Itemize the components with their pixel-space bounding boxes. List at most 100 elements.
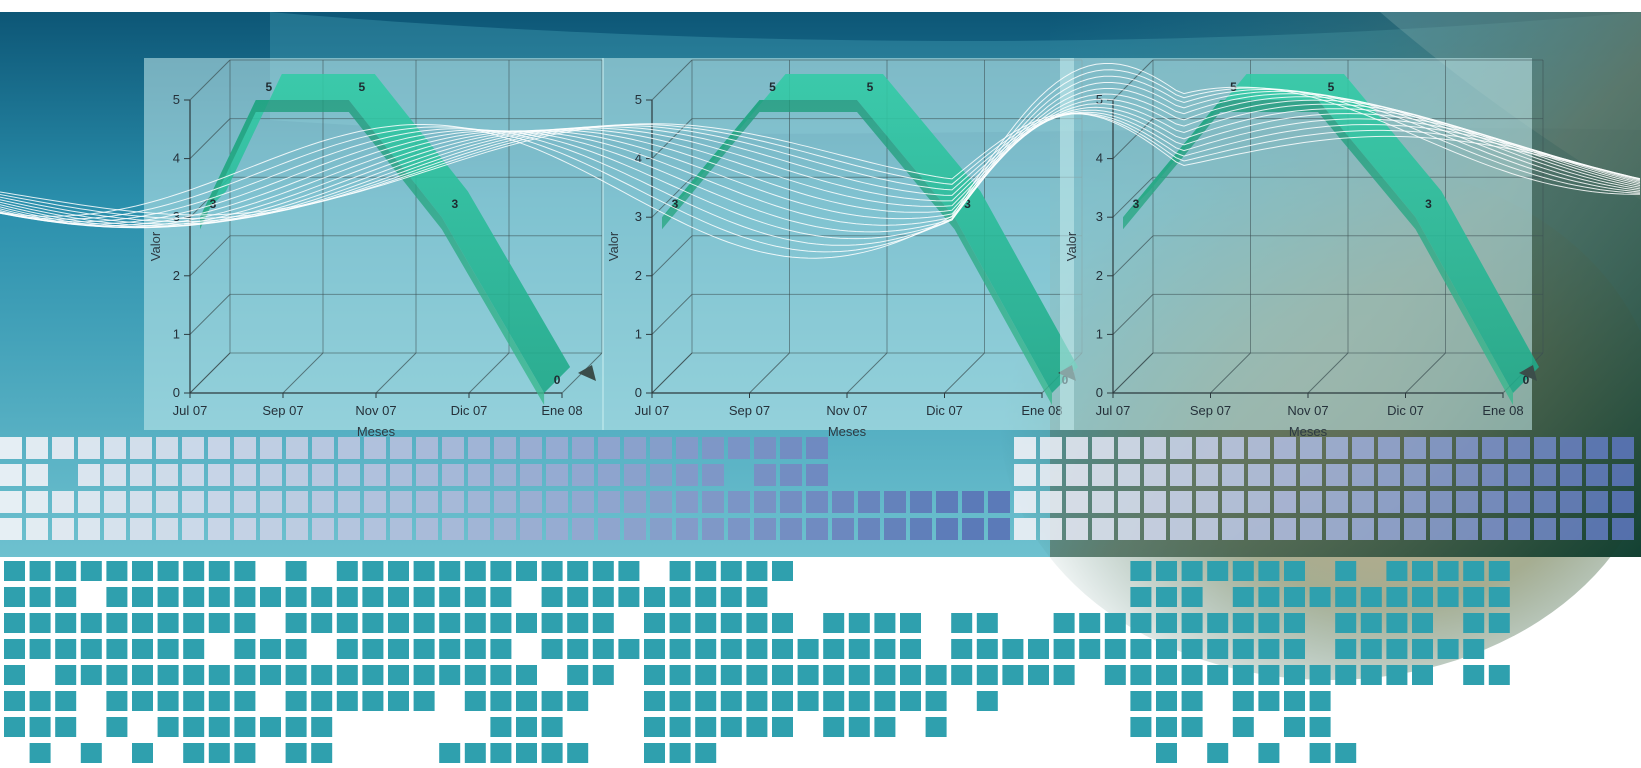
teal-tile — [1284, 587, 1305, 607]
grid-diagonal — [189, 118, 231, 159]
mosaic-tile — [286, 518, 308, 540]
mosaic-tile — [1612, 491, 1634, 513]
mosaic-tile — [1196, 464, 1218, 486]
teal-tile — [695, 639, 717, 659]
y-tick-label: 1 — [1096, 326, 1103, 341]
teal-tile — [1130, 613, 1152, 633]
mosaic-tile — [1222, 437, 1244, 459]
teal-tile — [80, 665, 102, 685]
floor-line — [1210, 352, 1251, 394]
mosaic-tile — [806, 437, 828, 459]
mosaic-tile — [416, 491, 438, 513]
data-label: 5 — [358, 80, 365, 94]
teal-tile — [1181, 665, 1203, 685]
mosaic-tile — [702, 437, 724, 459]
mosaic-tile — [676, 437, 698, 459]
mosaic-tile — [1170, 437, 1192, 459]
teal-tile — [362, 665, 384, 685]
mosaic-tile — [1586, 437, 1608, 459]
mosaic-tile — [1508, 464, 1530, 486]
teal-tile — [1360, 587, 1382, 607]
teal-tile — [1258, 561, 1280, 581]
teal-tile — [567, 613, 589, 633]
mosaic-tile — [1482, 518, 1504, 540]
teal-tile — [490, 587, 512, 607]
mosaic-tile — [52, 518, 74, 540]
teal-tile — [4, 717, 25, 737]
teal-tile — [157, 561, 179, 581]
teal-tile — [1104, 613, 1126, 633]
teal-tile — [208, 613, 230, 633]
teal-tile — [157, 717, 179, 737]
mosaic-tile — [78, 464, 100, 486]
teal-tile — [541, 717, 563, 737]
teal-tile — [1207, 743, 1229, 763]
teal-tile — [695, 665, 717, 685]
mosaic-tile — [650, 464, 672, 486]
y-tick-label: 2 — [173, 268, 180, 283]
teal-tile — [4, 613, 25, 633]
mosaic-tile — [52, 491, 74, 513]
teal-tile — [1258, 639, 1280, 659]
mosaic-tile — [234, 518, 256, 540]
wave-line — [0, 82, 1641, 240]
teal-tile — [388, 613, 409, 633]
teal-tile — [669, 743, 691, 763]
teal-tile — [1360, 639, 1382, 659]
mosaic-tile — [1014, 491, 1036, 513]
mosaic-tile — [1118, 518, 1140, 540]
teal-tile — [746, 587, 768, 607]
mosaic-tile — [1300, 491, 1322, 513]
teal-tile — [464, 587, 486, 607]
teal-tile — [183, 561, 205, 581]
teal-tile — [1284, 691, 1305, 711]
teal-tile — [669, 691, 691, 711]
teal-tile — [234, 561, 256, 581]
mosaic-tile — [182, 518, 204, 540]
teal-tile — [490, 639, 512, 659]
mosaic-tile — [1274, 491, 1296, 513]
x-axis-title: Meses — [1289, 424, 1328, 439]
x-tick-label: Jul 07 — [635, 403, 670, 418]
teal-tile — [29, 561, 51, 581]
mosaic-tile — [1040, 464, 1062, 486]
y-axis-title: Valor — [148, 231, 163, 261]
grid-diagonal — [189, 59, 231, 101]
mosaic-tile — [780, 518, 802, 540]
teal-tile — [976, 665, 998, 685]
teal-tile — [336, 587, 358, 607]
teal-tile — [336, 665, 358, 685]
teal-tile — [208, 743, 230, 763]
data-label: 0 — [1523, 373, 1530, 387]
teal-tile — [567, 561, 589, 581]
teal-tile — [1130, 665, 1152, 685]
teal-tile — [695, 613, 717, 633]
teal-tile — [208, 717, 230, 737]
teal-tile — [439, 639, 461, 659]
teal-tile — [183, 665, 205, 685]
mosaic-tile — [286, 491, 308, 513]
teal-tile — [1309, 665, 1331, 685]
mosaic-tile — [702, 518, 724, 540]
teal-tile — [1309, 743, 1331, 763]
wave-line — [0, 111, 1641, 225]
x-axis-title: Meses — [828, 424, 867, 439]
teal-tile — [311, 613, 333, 633]
teal-tile — [874, 717, 896, 737]
mosaic-tile — [520, 437, 542, 459]
mosaic-tile — [1378, 464, 1400, 486]
teal-tile — [132, 613, 153, 633]
teal-tile — [80, 639, 102, 659]
y-tick-label: 4 — [635, 151, 642, 166]
teal-tile — [183, 613, 205, 633]
teal-tile — [464, 613, 486, 633]
teal-tile — [106, 639, 128, 659]
data-label: 5 — [867, 80, 874, 94]
teal-tile — [1463, 587, 1485, 607]
mosaic-tile — [1326, 437, 1348, 459]
mosaic-tile — [858, 518, 880, 540]
grid-diagonal — [189, 235, 231, 277]
teal-tile — [208, 561, 230, 581]
mosaic-tile — [390, 464, 412, 486]
teal-tile — [490, 561, 512, 581]
